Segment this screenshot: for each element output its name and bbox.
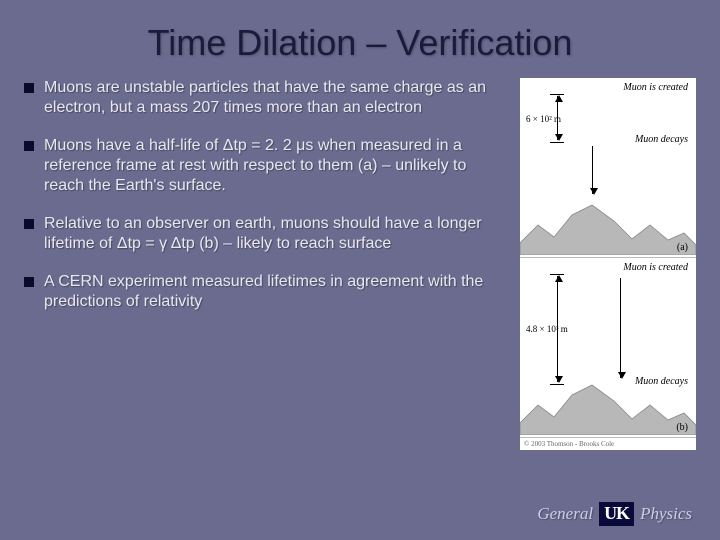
- distance-label-b: 4.8 × 10³ m: [526, 324, 568, 334]
- bullet-item: Muons are unstable particles that have t…: [24, 78, 508, 118]
- panel-tag-a: (a): [677, 242, 688, 253]
- label-muon-decays: Muon decays: [635, 134, 688, 145]
- bullet-list: Muons are unstable particles that have t…: [24, 78, 520, 450]
- figure-panel-a: Muon is created Muon decays 6 × 10² m (a…: [520, 78, 696, 258]
- figure-diagram: Muon is created Muon decays 6 × 10² m (a…: [520, 78, 696, 450]
- label-muon-created: Muon is created: [623, 262, 688, 273]
- arrow-down-b: [620, 278, 621, 378]
- mountains-b: [520, 375, 696, 435]
- uk-logo: UK: [599, 502, 634, 526]
- figure-copyright: © 2003 Thomson - Brooks Cole: [520, 438, 696, 450]
- footer-right: Physics: [640, 504, 692, 524]
- bullet-marker: [24, 219, 34, 229]
- slide-title: Time Dilation – Verification: [0, 0, 720, 78]
- bullet-item: A CERN experiment measured lifetimes in …: [24, 272, 508, 312]
- arrow-down-a: [592, 146, 593, 194]
- footer-left: General: [537, 504, 593, 524]
- bullet-item: Relative to an observer on earth, muons …: [24, 214, 508, 254]
- bullet-text: Muons are unstable particles that have t…: [44, 78, 508, 118]
- tick-mid: [550, 142, 564, 143]
- mountains-a: [520, 195, 696, 255]
- bullet-marker: [24, 277, 34, 287]
- bullet-text: A CERN experiment measured lifetimes in …: [44, 272, 508, 312]
- bullet-marker: [24, 83, 34, 93]
- bullet-text: Muons have a half-life of Δtp = 2. 2 μs …: [44, 136, 508, 196]
- footer: General UK Physics: [537, 502, 692, 526]
- bullet-item: Muons have a half-life of Δtp = 2. 2 μs …: [24, 136, 508, 196]
- panel-tag-b: (b): [676, 422, 688, 433]
- distance-label-a: 6 × 10² m: [526, 114, 561, 124]
- label-muon-created: Muon is created: [623, 82, 688, 93]
- content-area: Muons are unstable particles that have t…: [0, 78, 720, 450]
- figure-panel-b: Muon is created Muon decays 4.8 × 10³ m …: [520, 258, 696, 438]
- bullet-text: Relative to an observer on earth, muons …: [44, 214, 508, 254]
- bullet-marker: [24, 141, 34, 151]
